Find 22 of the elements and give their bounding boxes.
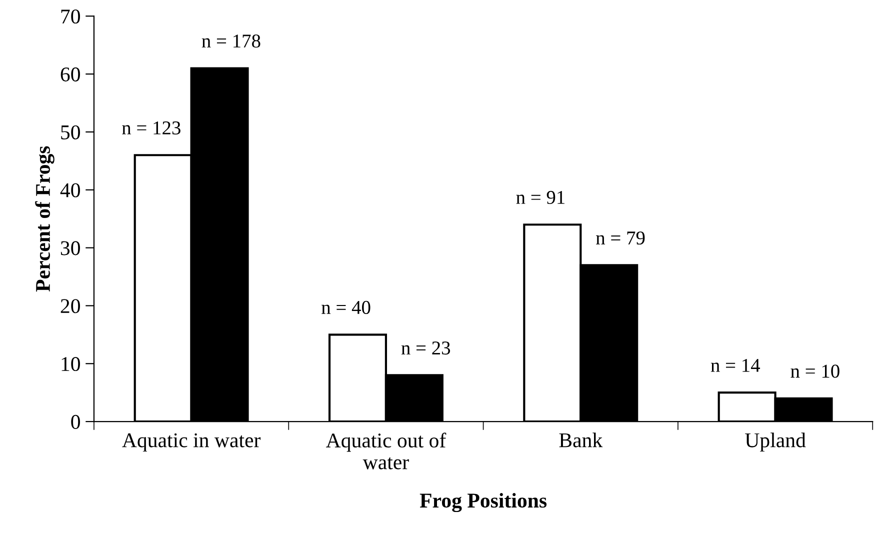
x-tick-label: Bank: [559, 432, 603, 448]
annotation: n = 91: [516, 190, 564, 204]
y-tick-label: 30: [60, 241, 80, 256]
annotation: n = 40: [322, 300, 370, 314]
y-tick-label: 40: [60, 183, 80, 198]
x-tick-label: Upland: [745, 432, 806, 452]
x-tick-label: Aquatic in water: [122, 433, 261, 452]
annotation: n = 79: [596, 231, 645, 245]
annotation: n = 14: [710, 358, 760, 372]
y-tick-label: 60: [60, 67, 80, 82]
y-tick-label: 10: [62, 357, 80, 372]
y-tick-label: 20: [60, 299, 80, 314]
y-axis-title: Percent of Frogs: [35, 146, 54, 292]
x-axis-title: Frog Positions: [420, 492, 547, 512]
y-tick-label: 70: [61, 9, 80, 24]
annotation: n = 123: [122, 121, 180, 134]
annotation: n = 10: [790, 364, 840, 378]
annotation: n = 178: [202, 34, 260, 48]
y-tick-label: 0: [71, 414, 80, 429]
y-tick-label: 50: [61, 125, 80, 140]
x-tick-label: Aquatic out of water: [326, 432, 446, 470]
annotation: n = 23: [401, 342, 450, 355]
